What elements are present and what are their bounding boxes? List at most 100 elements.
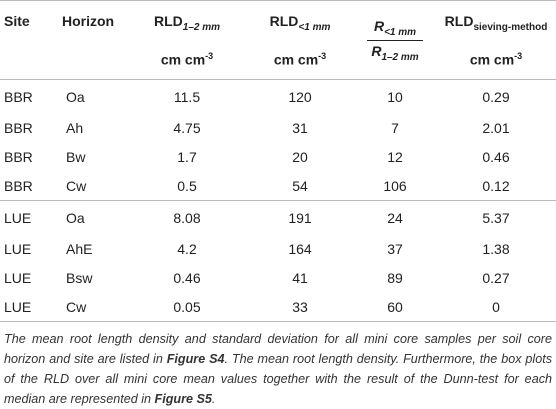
table-cell: 0.5 <box>128 171 246 201</box>
table-cell: LUE <box>4 269 32 286</box>
table-cell: Bw <box>66 148 86 165</box>
table-cell: 4.2 <box>177 240 197 257</box>
table-cell: LUE <box>4 209 32 226</box>
footnote-segment: . The mean root length density. Furtherm… <box>4 352 553 406</box>
header-cell: R<1 mm R1–2 mm <box>354 0 436 80</box>
header-text: Horizon <box>62 13 115 29</box>
table-cell: 12 <box>387 148 403 165</box>
table-cell: 191 <box>288 209 312 226</box>
table-cell: 4.75 <box>173 119 201 136</box>
numerator-symbol: R <box>373 17 385 34</box>
table-cell: BBR <box>0 171 58 201</box>
table-cell: 0.29 <box>482 88 510 105</box>
header-cell: Horizon <box>58 0 128 80</box>
row-group: LUE Oa 8.08 191 24 5.37 LUE AhE 4.2 164 37 1.38 LUE B… <box>0 201 556 322</box>
table-cell: AhE <box>66 240 93 257</box>
numerator: R<1 mm <box>367 17 423 41</box>
table-cell: 20 <box>292 148 308 165</box>
table-cell: Bsw <box>66 269 93 286</box>
table-cell: BBR <box>4 148 33 165</box>
numerator-subscript: <1 mm <box>384 26 417 38</box>
table-cell: 0.46 <box>173 269 201 286</box>
table-cell: 8.08 <box>173 209 201 226</box>
header-main: RLD <box>444 12 474 29</box>
table-row: BBR Oa 11.5 120 10 0.29 <box>0 80 556 114</box>
header-unit: cm cm-3 <box>436 46 556 70</box>
table-cell: 60 <box>354 292 436 322</box>
header-subscript: <1 mm <box>298 21 331 33</box>
table-cell: 0.27 <box>482 269 510 286</box>
header-cell: RLDsieving-method cm cm-3 <box>436 0 556 80</box>
data-table: Site Horizon RLD1–2 mm cm cm-3 RLD<1 mm cm cm… <box>0 0 556 322</box>
table-cell: 164 <box>288 240 312 257</box>
table-cell: 5.37 <box>482 209 510 226</box>
table-cell: BBR <box>4 88 33 105</box>
table-cell: 0 <box>436 292 556 322</box>
unit-text: cm cm <box>469 51 515 68</box>
unit-superscript: -3 <box>318 50 327 61</box>
header-name: RLD1–2 mm <box>128 11 246 38</box>
table-cell: 0.12 <box>436 171 556 201</box>
table-header: Site Horizon RLD1–2 mm cm cm-3 RLD<1 mm cm cm… <box>0 0 556 80</box>
table-cell: 37 <box>387 240 403 257</box>
table-cell: 54 <box>246 171 354 201</box>
table-cell: Oa <box>66 88 85 105</box>
unit-text: cm cm <box>160 51 206 68</box>
denominator-subscript: 1–2 mm <box>381 51 419 63</box>
table-cell: 1.7 <box>177 148 197 165</box>
header-main: RLD <box>269 12 299 29</box>
unit-text: cm cm <box>273 51 319 68</box>
table-cell: 31 <box>292 119 308 136</box>
footnote-segment: Figure S4 <box>166 352 225 366</box>
footnote-segment: . <box>211 392 216 406</box>
header-name: RLD<1 mm <box>246 11 354 38</box>
table-cell: BBR <box>4 119 33 136</box>
table-row: BBR Ah 4.75 31 7 2.01 <box>0 113 556 142</box>
table-cell: 10 <box>387 88 403 105</box>
table-row: LUE Cw 0.05 33 60 0 <box>0 292 556 322</box>
table-row: LUE Bsw 0.46 41 89 0.27 <box>0 263 556 292</box>
denominator-symbol: R <box>371 42 382 59</box>
table-cell: 33 <box>246 292 354 322</box>
fraction: R<1 mm R1–2 mm <box>367 17 423 63</box>
table-cell: Cw <box>58 171 128 201</box>
table-row: LUE AhE 4.2 164 37 1.38 <box>0 234 556 263</box>
header-text: Site <box>4 13 30 29</box>
table-cell: 89 <box>387 269 403 286</box>
table-cell: LUE <box>0 292 58 322</box>
table-cell: 106 <box>354 171 436 201</box>
header-row: Site Horizon RLD1–2 mm cm cm-3 RLD<1 mm cm cm… <box>0 0 556 80</box>
table-row: BBR Cw 0.5 54 106 0.12 <box>0 171 556 201</box>
footnote: The mean root length density and standar… <box>0 322 556 409</box>
table-cell: Ah <box>66 119 84 136</box>
table-cell: 41 <box>292 269 308 286</box>
table-row: BBR Bw 1.7 20 12 0.46 <box>0 142 556 171</box>
row-group: BBR Oa 11.5 120 10 0.29 BBR Ah 4.75 31 7 2.01 BBR Bw 1… <box>0 80 556 201</box>
header-subscript: 1–2 mm <box>182 21 221 33</box>
unit-superscript: -3 <box>205 50 214 61</box>
header-main: RLD <box>153 12 183 29</box>
unit-superscript: -3 <box>514 50 523 61</box>
table-cell: LUE <box>4 240 32 257</box>
table-cell: 120 <box>288 88 312 105</box>
table-cell: 1.38 <box>482 240 510 257</box>
footnote-segment: The mean root length density and standar… <box>4 332 552 366</box>
header-name: RLDsieving-method <box>436 11 556 38</box>
header-unit: cm cm-3 <box>246 46 354 70</box>
header-cell: Site <box>0 0 58 80</box>
table-row: LUE Oa 8.08 191 24 5.37 <box>0 201 556 235</box>
table-cell: 2.01 <box>482 119 510 136</box>
header-cell: RLD<1 mm cm cm-3 <box>246 0 354 80</box>
table-cell: Oa <box>66 209 85 226</box>
table-cell: Cw <box>58 292 128 322</box>
table-cell: 11.5 <box>173 88 201 105</box>
header-cell: RLD1–2 mm cm cm-3 <box>128 0 246 80</box>
header-subscript: sieving-method <box>473 21 548 33</box>
footnote-segment: Figure S5 <box>154 392 212 406</box>
header-unit: cm cm-3 <box>128 46 246 70</box>
table-cell: 0.05 <box>128 292 246 322</box>
table-cell: 0.46 <box>482 148 510 165</box>
denominator: R1–2 mm <box>367 41 422 63</box>
table-cell: 24 <box>387 209 403 226</box>
